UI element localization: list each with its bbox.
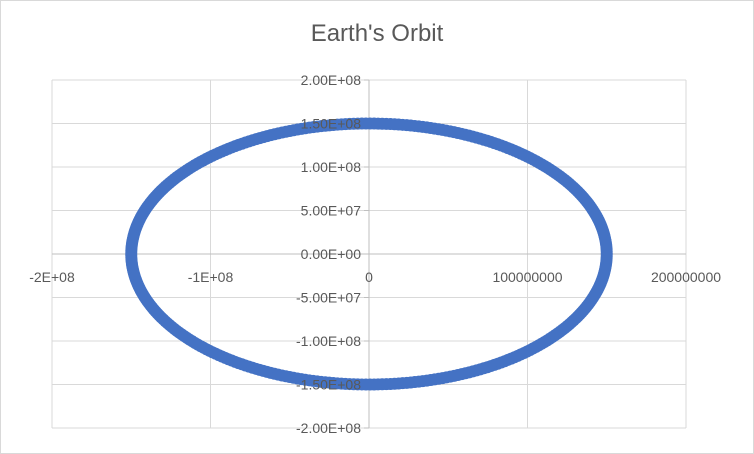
x-tick-label: -2E+08 [29,269,75,285]
axes [52,79,686,429]
y-tick-label: -1.00E+08 [296,333,361,349]
x-tick-label: 200000000 [651,269,721,285]
y-tick-label: 5.00E+07 [301,203,362,219]
x-tick-label: -1E+08 [188,269,234,285]
y-tick-label: -1.50E+08 [296,377,361,393]
y-tick-label: -2.00E+08 [296,420,361,436]
y-tick-label: 1.00E+08 [301,159,362,175]
y-tick-label: -5.00E+07 [296,290,361,306]
orbit-point [600,250,613,263]
y-tick-label: 0.00E+00 [301,246,362,262]
x-tick-label: 0 [365,269,373,285]
chart-title: Earth's Orbit [310,20,444,47]
y-tick-label: 1.50E+08 [301,116,362,132]
orbit-series [125,117,613,391]
x-tick-label: 100000000 [492,269,562,285]
y-tick-label: 2.00E+08 [301,72,362,88]
tick-labels: -2E+08 -1E+08 0 100000000 200000000 2.00E+08 1… [29,72,721,436]
